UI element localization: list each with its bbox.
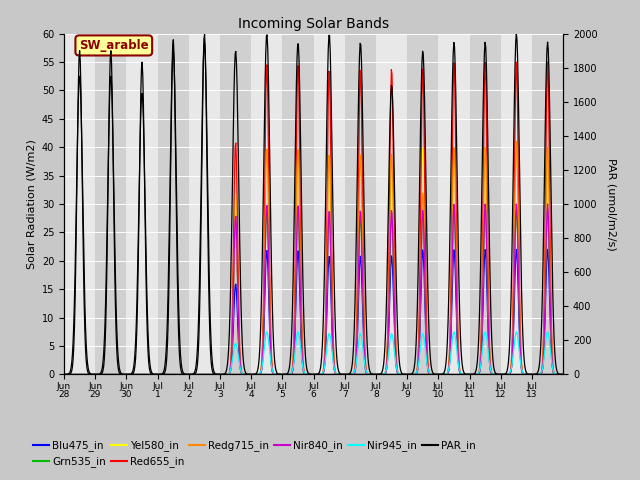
Y-axis label: PAR (umol/m2/s): PAR (umol/m2/s) <box>607 157 617 251</box>
Bar <box>252 34 282 374</box>
Bar <box>220 34 251 374</box>
Text: SW_arable: SW_arable <box>79 39 148 52</box>
Bar <box>376 34 407 374</box>
Bar <box>95 34 127 374</box>
Legend: Blu475_in, Grn535_in, Yel580_in, Red655_in, Redg715_in, Nir840_in, Nir945_in, PA: Blu475_in, Grn535_in, Yel580_in, Red655_… <box>29 436 479 471</box>
Bar <box>470 34 501 374</box>
Bar <box>438 34 470 374</box>
Bar <box>407 34 438 374</box>
Bar <box>127 34 157 374</box>
Bar <box>64 34 95 374</box>
Bar <box>189 34 220 374</box>
Title: Incoming Solar Bands: Incoming Solar Bands <box>238 17 389 31</box>
Bar <box>282 34 314 374</box>
Bar <box>314 34 345 374</box>
Bar <box>532 34 563 374</box>
Y-axis label: Solar Radiation (W/m2): Solar Radiation (W/m2) <box>26 139 36 269</box>
Bar <box>157 34 189 374</box>
Bar <box>501 34 532 374</box>
Bar <box>345 34 376 374</box>
